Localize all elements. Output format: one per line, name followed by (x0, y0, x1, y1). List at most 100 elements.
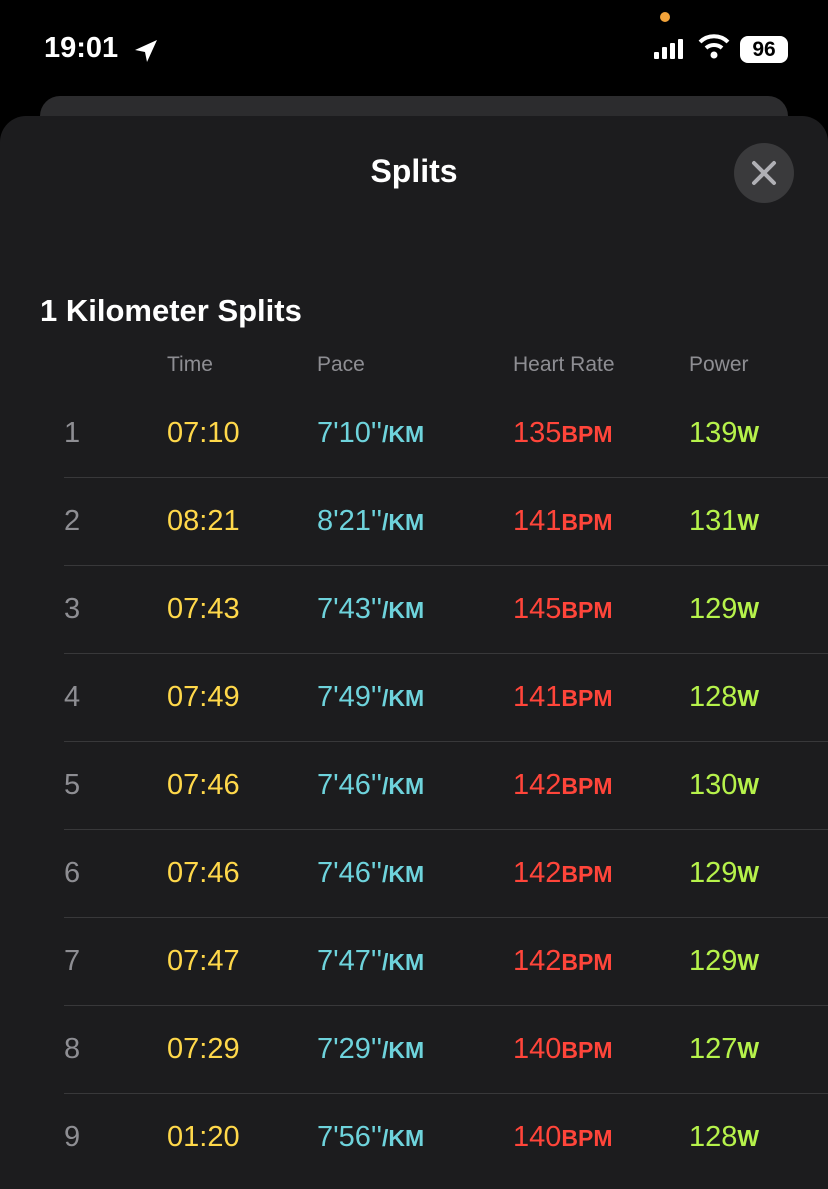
split-value: 07:46 (167, 768, 240, 802)
row-separator (64, 477, 828, 478)
split-value: 129W (689, 944, 759, 979)
value: 07:10 (167, 417, 240, 449)
row-separator (64, 917, 828, 918)
unit: /KM (382, 509, 425, 535)
split-value: 142BPM (513, 768, 613, 803)
sheet (0, 116, 828, 1189)
battery: 96 (740, 36, 788, 63)
unit: BPM (561, 773, 613, 799)
row-separator (64, 741, 828, 742)
value: 128 (689, 681, 738, 713)
row-separator (64, 1005, 828, 1006)
unit: /KM (382, 949, 425, 975)
split-value: 142BPM (513, 944, 613, 979)
split-value: 7'56''/KM (317, 1120, 424, 1155)
split-value: 141BPM (513, 504, 613, 539)
unit: /KM (382, 421, 425, 447)
value: 131 (689, 505, 738, 537)
status-icons (654, 12, 730, 59)
unit: /KM (382, 597, 425, 623)
split-index: 6 (64, 857, 81, 889)
split-value: 07:43 (167, 592, 240, 626)
split-value: 127W (689, 1032, 759, 1067)
unit: W (737, 1037, 760, 1063)
split-value: 7'46''/KM (317, 768, 424, 803)
split-value: 135BPM (513, 416, 613, 451)
value: 07:47 (167, 945, 240, 977)
value: 127 (689, 1033, 738, 1065)
split-value: 145BPM (513, 592, 613, 627)
value: 07:46 (167, 769, 240, 801)
value: 135 (513, 417, 562, 449)
value: 7'43'' (317, 593, 382, 625)
unit: /KM (382, 1125, 425, 1151)
value: 142 (513, 857, 562, 889)
unit: BPM (561, 421, 613, 447)
close-button[interactable] (734, 143, 794, 203)
clock: 19:01 (44, 32, 119, 64)
unit: BPM (561, 1125, 613, 1151)
value: 7'46'' (317, 769, 382, 801)
split-value: 139W (689, 416, 759, 451)
unit: BPM (561, 949, 613, 975)
split-value: 07:10 (167, 416, 240, 450)
value: 08:21 (167, 505, 240, 537)
value: 140 (513, 1121, 562, 1153)
unit: BPM (561, 685, 613, 711)
split-index: 2 (64, 505, 81, 537)
value: 145 (513, 593, 562, 625)
value: 141 (513, 681, 562, 713)
split-value: 7'10''/KM (317, 416, 424, 451)
value: 7'47'' (317, 945, 382, 977)
split-index: 3 (64, 593, 81, 625)
unit: BPM (561, 509, 613, 535)
split-value: 08:21 (167, 504, 240, 538)
value: 7'49'' (317, 681, 382, 713)
column-header: Heart Rate (513, 353, 615, 376)
sheet-title: Splits (370, 153, 458, 189)
unit: W (737, 949, 760, 975)
split-value: 7'29''/KM (317, 1032, 424, 1067)
split-index: 1 (64, 417, 81, 449)
value: 07:43 (167, 593, 240, 625)
unit: BPM (561, 597, 613, 623)
column-header: Time (167, 353, 213, 376)
split-value: 140BPM (513, 1120, 613, 1155)
column-header: Power (689, 353, 749, 376)
split-value: 07:46 (167, 856, 240, 890)
split-value: 7'43''/KM (317, 592, 424, 627)
unit: W (737, 861, 760, 887)
split-value: 01:20 (167, 1120, 240, 1154)
section-title: 1 Kilometer Splits (40, 293, 302, 328)
value: 7'46'' (317, 857, 382, 889)
unit: W (737, 685, 760, 711)
value: 01:20 (167, 1121, 240, 1153)
split-value: 07:47 (167, 944, 240, 978)
value: 130 (689, 769, 738, 801)
unit: /KM (382, 1037, 425, 1063)
value: 7'56'' (317, 1121, 382, 1153)
row-separator (64, 829, 828, 830)
split-value: 142BPM (513, 856, 613, 891)
value: 07:29 (167, 1033, 240, 1065)
value: 129 (689, 945, 738, 977)
unit: W (737, 421, 760, 447)
column-header: Pace (317, 353, 365, 376)
split-value: 130W (689, 768, 759, 803)
split-value: 128W (689, 1120, 759, 1155)
unit: BPM (561, 861, 613, 887)
value: 7'29'' (317, 1033, 382, 1065)
row-separator (64, 653, 828, 654)
split-index: 7 (64, 945, 81, 977)
value: 141 (513, 505, 562, 537)
split-value: 131W (689, 504, 759, 539)
value: 07:49 (167, 681, 240, 713)
value: 128 (689, 1121, 738, 1153)
value: 129 (689, 857, 738, 889)
row-separator (64, 565, 828, 566)
split-value: 07:29 (167, 1032, 240, 1066)
unit: /KM (382, 773, 425, 799)
value: 129 (689, 593, 738, 625)
value: 8'21'' (317, 505, 382, 537)
